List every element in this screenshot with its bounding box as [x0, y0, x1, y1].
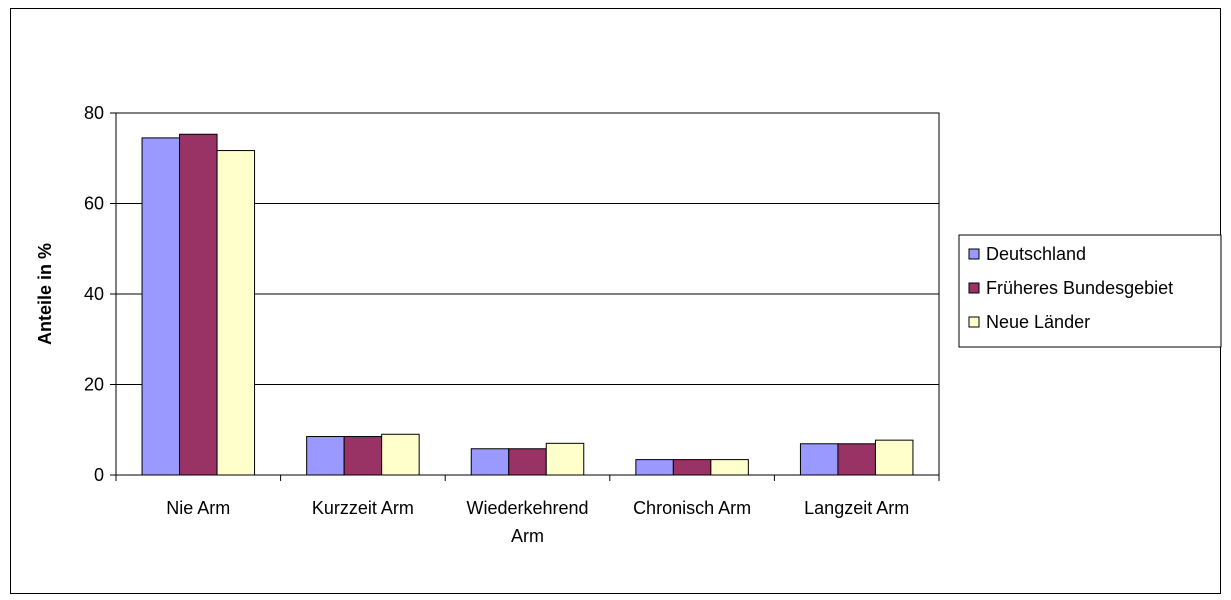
x-category-labels: Nie Arm Kurzzeit Arm Wiederkehrend Arm Chron… — [166, 498, 909, 546]
y-tick-label: 60 — [84, 194, 104, 214]
axes — [110, 112, 940, 481]
y-tick-label: 40 — [84, 284, 104, 304]
x-category-label: Kurzzeit Arm — [312, 498, 414, 518]
bar — [216, 150, 256, 476]
bar — [306, 436, 345, 476]
bar — [710, 459, 749, 476]
bar — [545, 442, 585, 476]
y-tick-label: 20 — [84, 375, 104, 395]
legend-label: Deutschland — [986, 244, 1086, 264]
legend-swatch — [968, 282, 980, 294]
bar — [179, 133, 218, 476]
x-category-label: Nie Arm — [166, 498, 230, 518]
bar — [635, 459, 674, 476]
x-category-label: Wiederkehrend Arm — [466, 498, 588, 546]
x-category-label: Langzeit Arm — [804, 498, 909, 518]
x-category-label: Chronisch Arm — [633, 498, 751, 518]
legend-swatch — [968, 248, 980, 260]
y-tick-label: 0 — [94, 465, 104, 485]
legend-box — [958, 234, 1222, 348]
bars — [141, 133, 914, 476]
bar — [837, 443, 876, 476]
legend-label: Früheres Bundesgebiet — [986, 278, 1173, 298]
bar — [672, 459, 712, 476]
bar — [343, 436, 383, 476]
bar — [874, 439, 914, 476]
legend: Deutschland Früheres Bundesgebiet Neue Län… — [958, 234, 1222, 348]
bar — [381, 433, 420, 476]
y-axis-label: Anteile in % — [35, 243, 55, 345]
y-tick-labels: 0 20 40 60 80 — [84, 103, 104, 485]
y-tick-label: 80 — [84, 103, 104, 123]
bar — [470, 448, 510, 476]
bar — [799, 443, 839, 476]
bar — [508, 448, 547, 476]
bar — [141, 137, 181, 476]
legend-label: Neue Länder — [986, 312, 1090, 332]
legend-swatch — [968, 316, 980, 328]
